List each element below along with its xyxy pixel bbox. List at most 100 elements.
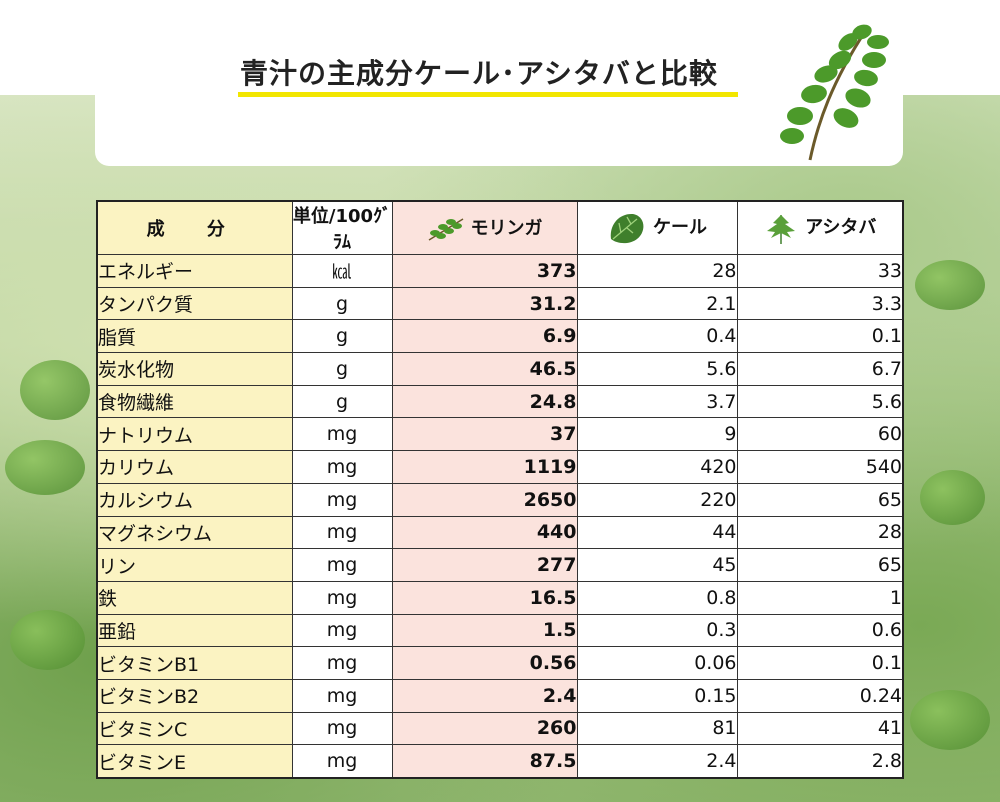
unit-cell: mg — [291, 580, 393, 615]
moringa-value-cell: 2.4 — [391, 678, 578, 713]
kale-value-cell: 0.15 — [576, 678, 738, 713]
table-row: リン mg 277 45 65 — [96, 548, 904, 582]
ashitaba-leaf-icon — [767, 215, 796, 244]
moringa-value-cell: 1.5 — [391, 613, 578, 648]
ashitaba-value-cell: 60 — [736, 417, 904, 452]
ashitaba-value-cell: 540 — [736, 450, 904, 484]
ashitaba-value-cell: 33 — [736, 254, 904, 288]
moringa-branch-icon — [780, 24, 889, 161]
unit-cell: g — [291, 319, 393, 354]
ashitaba-value-cell: 0.1 — [736, 319, 904, 354]
table-row: ナトリウム mg 37 9 60 — [96, 417, 904, 452]
ashitaba-value-cell: 0.6 — [736, 613, 904, 648]
table-row: 炭水化物 g 46.5 5.6 6.7 — [96, 352, 904, 386]
component-cell: 食物繊維 — [96, 384, 293, 419]
table-row: ビタミンC mg 260 81 41 — [96, 711, 904, 746]
ashitaba-value-cell: 3.3 — [736, 286, 904, 321]
component-cell: カリウム — [96, 450, 293, 484]
kale-value-cell: 28 — [576, 254, 738, 288]
kale-value-cell: 0.8 — [576, 580, 738, 615]
table-row: マグネシウム mg 440 44 28 — [96, 515, 904, 550]
background-leaf-decoration — [5, 440, 85, 495]
kale-value-cell: 81 — [576, 711, 738, 746]
table-row: 鉄 mg 16.5 0.8 1 — [96, 580, 904, 615]
table-row: カルシウム mg 2650 220 65 — [96, 482, 904, 517]
nutrition-comparison-table: 成 分 単位/100ｸﾞﾗﾑ モリンガ ケール — [96, 200, 904, 779]
component-cell: ナトリウム — [96, 417, 293, 452]
moringa-value-cell: 46.5 — [391, 352, 578, 386]
unit-cell: mg — [291, 515, 393, 550]
ashitaba-value-cell: 65 — [736, 548, 904, 582]
moringa-value-cell: 1119 — [391, 450, 578, 484]
kale-value-cell: 220 — [576, 482, 738, 517]
component-cell: カルシウム — [96, 482, 293, 517]
kale-value-cell: 0.3 — [576, 613, 738, 648]
ashitaba-value-cell: 5.6 — [736, 384, 904, 419]
header-ashitaba: アシタバ — [736, 200, 904, 255]
table-row: 脂質 g 6.9 0.4 0.1 — [96, 319, 904, 354]
ashitaba-value-cell: 1 — [736, 580, 904, 615]
unit-cell: mg — [291, 417, 393, 452]
header-moringa-label: モリンガ — [470, 218, 543, 239]
background-leaf-decoration — [20, 360, 90, 420]
moringa-value-cell: 6.9 — [391, 319, 578, 354]
header-unit: 単位/100ｸﾞﾗﾑ — [291, 200, 393, 255]
table-row: ビタミンB2 mg 2.4 0.15 0.24 — [96, 678, 904, 713]
component-cell: マグネシウム — [96, 515, 293, 550]
kale-value-cell: 3.7 — [576, 384, 738, 419]
component-cell: 鉄 — [96, 580, 293, 615]
component-cell: リン — [96, 548, 293, 582]
kale-value-cell: 45 — [576, 548, 738, 582]
unit-cell: mg — [291, 482, 393, 517]
component-cell: ビタミンB2 — [96, 678, 293, 713]
component-cell: 亜鉛 — [96, 613, 293, 648]
header-ashitaba-label: アシタバ — [805, 217, 877, 238]
kale-value-cell: 420 — [576, 450, 738, 484]
table-row: 亜鉛 mg 1.5 0.3 0.6 — [96, 613, 904, 648]
background-leaf-decoration — [915, 260, 985, 310]
component-cell: ビタミンC — [96, 711, 293, 746]
unit-cell: mg — [291, 646, 393, 680]
page-title: 青汁の主成分ケール･アシタバと比較 — [240, 57, 718, 90]
header-kale: ケール — [576, 200, 738, 255]
moringa-value-cell: 373 — [391, 254, 578, 288]
kale-value-cell: 2.4 — [576, 744, 738, 779]
unit-cell: mg — [291, 678, 393, 713]
moringa-value-cell: 87.5 — [391, 744, 578, 779]
kale-value-cell: 0.4 — [576, 319, 738, 354]
unit-cell: mg — [291, 711, 393, 746]
kale-value-cell: 5.6 — [576, 352, 738, 386]
component-cell: 炭水化物 — [96, 352, 293, 386]
ashitaba-value-cell: 0.1 — [736, 646, 904, 680]
moringa-value-cell: 2650 — [391, 482, 578, 517]
moringa-value-cell: 260 — [391, 711, 578, 746]
unit-cell: g — [291, 384, 393, 419]
unit-cell: mg — [291, 744, 393, 779]
moringa-value-cell: 31.2 — [391, 286, 578, 321]
kale-value-cell: 0.06 — [576, 646, 738, 680]
header-panel — [95, 40, 903, 166]
component-cell: ビタミンE — [96, 744, 293, 779]
unit-cell: mg — [291, 548, 393, 582]
title-underline — [238, 92, 738, 97]
unit-cell: g — [291, 352, 393, 386]
moringa-value-cell: 440 — [391, 515, 578, 550]
kale-leaf-icon — [610, 213, 644, 244]
ashitaba-value-cell: 65 — [736, 482, 904, 517]
unit-cell: mg — [291, 613, 393, 648]
table-row: タンパク質 g 31.2 2.1 3.3 — [96, 286, 904, 321]
background-leaf-decoration — [10, 610, 85, 670]
moringa-value-cell: 24.8 — [391, 384, 578, 419]
header-moringa: モリンガ — [391, 200, 578, 255]
ashitaba-value-cell: 28 — [736, 515, 904, 550]
ashitaba-value-cell: 0.24 — [736, 678, 904, 713]
moringa-value-cell: 16.5 — [391, 580, 578, 615]
background-leaf-decoration — [920, 470, 985, 525]
unit-cell: g — [291, 286, 393, 321]
component-cell: 脂質 — [96, 319, 293, 354]
table-header-row: 成 分 単位/100ｸﾞﾗﾑ モリンガ ケール — [96, 200, 904, 255]
background-leaf-decoration — [910, 690, 990, 750]
table-row: ビタミンB1 mg 0.56 0.06 0.1 — [96, 646, 904, 680]
kale-value-cell: 9 — [576, 417, 738, 452]
